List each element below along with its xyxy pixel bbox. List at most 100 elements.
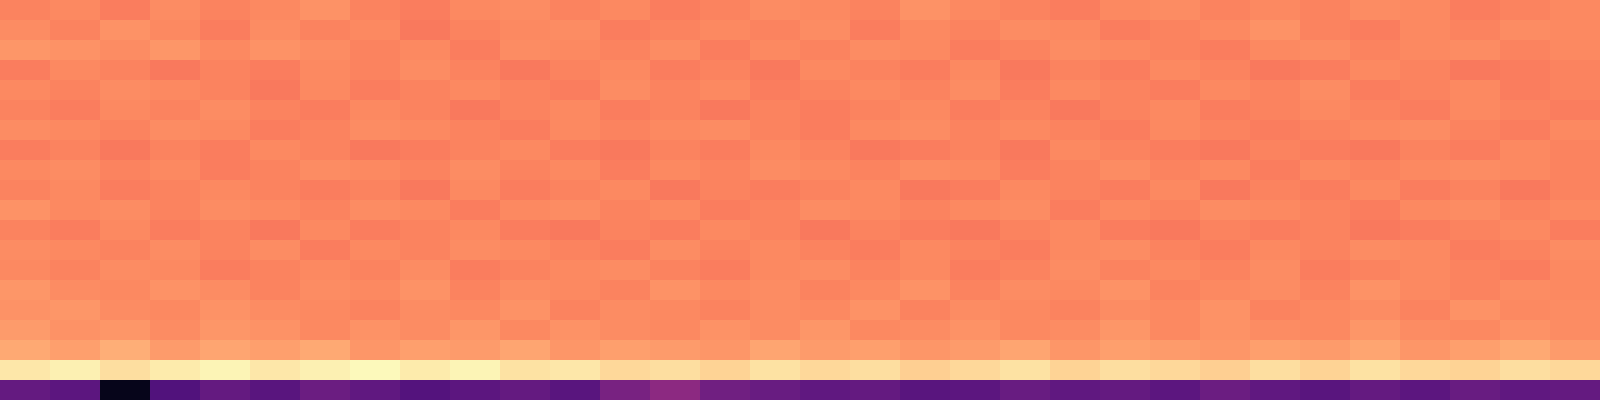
heatmap-cell [300,340,351,361]
heatmap-cell [950,160,1001,181]
heatmap-cell [50,380,101,400]
heatmap-cell [1550,20,1600,41]
heatmap-cell [800,260,851,281]
heatmap-cell [1100,60,1151,81]
heatmap-cell [150,140,201,161]
heatmap-cell [1500,20,1551,41]
heatmap-cell [200,220,251,241]
heatmap-cell [400,20,451,41]
heatmap-cell [1450,100,1501,121]
heatmap-cell [750,340,801,361]
heatmap-cell [100,200,151,221]
heatmap-cell [1350,280,1401,301]
heatmap-cell [1100,340,1151,361]
heatmap-cell [50,220,101,241]
heatmap-cell [150,380,201,400]
heatmap-cell [100,20,151,41]
heatmap-cell [950,140,1001,161]
heatmap-cell [950,340,1001,361]
heatmap-cell [700,340,751,361]
heatmap-cell [150,280,201,301]
heatmap-cell [1100,200,1151,221]
heatmap-cell [700,20,751,41]
heatmap-cell [900,320,951,341]
heatmap-cell [700,260,751,281]
heatmap-cell [250,40,301,61]
heatmap-cell [1250,120,1301,141]
heatmap-cell [1300,80,1351,101]
heatmap-cell [550,340,601,361]
heatmap-cell [900,360,951,381]
heatmap-cell [1450,260,1501,281]
heatmap-cell [1250,280,1301,301]
heatmap-cell [1300,100,1351,121]
heatmap-cell [800,40,851,61]
heatmap-cell [1500,120,1551,141]
heatmap-cell [850,360,901,381]
heatmap-cell [550,300,601,321]
heatmap-cell [750,140,801,161]
heatmap-cell [750,100,801,121]
heatmap-cell [700,280,751,301]
heatmap-cell [1300,340,1351,361]
heatmap-cell [150,180,201,201]
heatmap-cell [700,0,751,21]
heatmap-cell [0,20,51,41]
heatmap-cell [0,280,51,301]
heatmap-cell [1100,180,1151,201]
heatmap-cell [0,40,51,61]
heatmap-cell [150,220,201,241]
heatmap-cell [650,60,701,81]
heatmap-cell [700,220,751,241]
heatmap-cell [1350,0,1401,21]
heatmap-cell [200,300,251,321]
heatmap-cell [250,100,301,121]
heatmap-cell [950,40,1001,61]
heatmap-cell [100,80,151,101]
heatmap-cell [650,20,701,41]
heatmap-cell [650,220,701,241]
heatmap-cell [500,40,551,61]
heatmap-cell [550,0,601,21]
heatmap-cell [400,60,451,81]
heatmap-cell [700,160,751,181]
heatmap-cell [350,240,401,261]
heatmap-cell [500,80,551,101]
heatmap-cell [750,0,801,21]
heatmap-cell [800,300,851,321]
heatmap-cell [1150,300,1201,321]
heatmap-cell [800,340,851,361]
heatmap-cell [1450,140,1501,161]
heatmap-cell [100,260,151,281]
heatmap-cell [1300,220,1351,241]
heatmap-cell [0,380,51,400]
heatmap-cell [1300,320,1351,341]
heatmap-cell [1300,200,1351,221]
heatmap-cell [1150,60,1201,81]
heatmap-cell [1200,40,1251,61]
heatmap-cell [950,200,1001,221]
heatmap-cell [750,260,801,281]
heatmap-cell [1550,80,1600,101]
heatmap-cell [150,240,201,261]
heatmap-cell [1550,180,1600,201]
heatmap-cell [1550,380,1600,400]
heatmap-cell [1450,80,1501,101]
heatmap-cell [1100,140,1151,161]
heatmap-cell [400,300,451,321]
heatmap-cell [1050,360,1101,381]
heatmap-cell [1350,380,1401,400]
heatmap-cell [950,80,1001,101]
heatmap-cell [950,260,1001,281]
heatmap-cell [1350,320,1401,341]
heatmap-cell [550,220,601,241]
heatmap-cell [1400,40,1451,61]
heatmap-cell [250,140,301,161]
heatmap-cell [200,320,251,341]
heatmap-cell [450,340,501,361]
heatmap-cell [950,0,1001,21]
heatmap-cell [300,100,351,121]
heatmap-cell [600,340,651,361]
heatmap-cell [400,180,451,201]
heatmap-cell [200,60,251,81]
